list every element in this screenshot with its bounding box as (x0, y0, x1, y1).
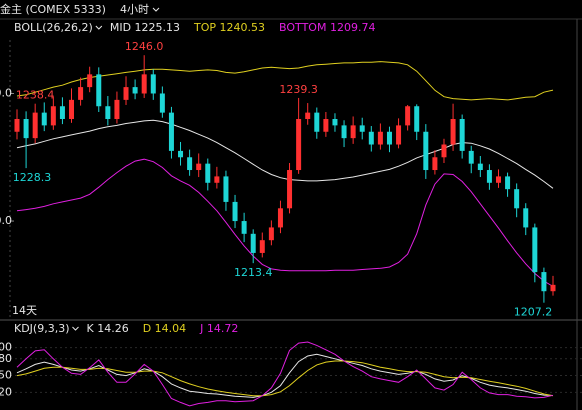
candle-body (305, 112, 311, 120)
y-tick-label: 100 (0, 341, 12, 354)
candle-body (323, 119, 329, 132)
y-tick-label: 1240.0 (0, 86, 12, 99)
legend-entry: BOTTOM 1209.74 (279, 21, 375, 34)
candle-body (368, 131, 374, 145)
candle-body (514, 189, 520, 209)
candle-body (96, 74, 102, 107)
candle-body (69, 99, 75, 120)
candle-body (441, 144, 447, 158)
y-tick-label: 20 (0, 385, 12, 398)
candle-body (505, 176, 511, 190)
instrument-title: 金主 (COMEX 5333) (0, 2, 106, 16)
candle-body (241, 221, 247, 234)
high-label: 1238.4 (16, 89, 55, 102)
kdj-line (16, 341, 554, 407)
candle-body (123, 87, 129, 100)
candle-body (332, 119, 338, 126)
candle-body (414, 106, 420, 132)
candle-body (50, 106, 56, 126)
candle-body (314, 112, 320, 132)
candle-body (187, 157, 193, 171)
legend-entry: J 14.72 (199, 322, 238, 335)
candle-body (41, 112, 47, 126)
legend-entry: D 14.04 (143, 322, 186, 335)
dropdown-caret (95, 25, 103, 30)
candle-body (486, 170, 492, 183)
candle-body (59, 106, 65, 120)
indicator-name[interactable]: BOLL(26,26,2) (14, 21, 93, 34)
low-label: 1213.4 (234, 266, 273, 279)
candle-body (232, 201, 238, 222)
candle-body (459, 119, 465, 151)
y-tick-label: 50 (0, 369, 12, 382)
candle-body (341, 125, 347, 139)
candle-body (178, 150, 184, 158)
candle-body (196, 163, 202, 171)
candle-body (450, 119, 456, 145)
high-label: 1239.3 (279, 83, 318, 96)
candle-body (468, 150, 474, 164)
high-label: 1246.0 (125, 40, 164, 53)
candle-body (277, 208, 283, 228)
candle-body (477, 163, 483, 171)
candle-body (78, 87, 84, 100)
candle-body (386, 131, 392, 145)
candle-body (268, 227, 274, 241)
dropdown-caret (72, 326, 79, 331)
legend-entry: MID 1225.13 (110, 21, 180, 34)
candle-body (377, 131, 383, 145)
y-tick-label: 80 (0, 352, 12, 365)
dropdown-caret (152, 7, 160, 12)
candle-body (259, 240, 265, 253)
candle-body (250, 233, 256, 253)
candle-body (14, 119, 20, 132)
candle-body (23, 119, 29, 139)
candle-body (432, 157, 438, 171)
candle-body (532, 227, 538, 273)
candle-body (495, 176, 501, 183)
kdj-line (16, 353, 554, 398)
candle-body (405, 106, 411, 126)
period-count: 14天 (12, 304, 37, 317)
low-label: 1228.3 (13, 171, 52, 184)
candle-body (214, 176, 220, 183)
candle-body (141, 74, 147, 94)
candle-body (359, 125, 365, 132)
candle-body (396, 125, 402, 145)
boll-line (16, 61, 554, 101)
candle-body (287, 170, 293, 209)
candle-body (168, 112, 174, 151)
low-label: 1207.2 (514, 306, 553, 319)
candle-body (205, 163, 211, 183)
candle-body (550, 284, 556, 292)
candle-body (114, 99, 120, 120)
period-selector[interactable]: 4小时 (120, 3, 149, 16)
indicator-name[interactable]: KDJ(9,3,3) (14, 322, 70, 335)
candle-body (523, 208, 529, 228)
legend-entry: TOP 1240.53 (193, 21, 265, 34)
candle-body (350, 125, 356, 139)
candle-body (132, 87, 138, 94)
candle-body (32, 112, 38, 139)
candle-body (87, 74, 93, 88)
candle-body (150, 74, 156, 94)
legend-entry: K 14.26 (87, 322, 129, 335)
candle-body (296, 119, 302, 171)
candle-body (423, 131, 429, 171)
y-tick-label: 1220.0 (0, 214, 12, 227)
candle-body (541, 272, 547, 292)
candle-body (105, 106, 111, 120)
candle-body (223, 176, 229, 202)
candle-body (159, 93, 165, 113)
kdj-line (16, 360, 554, 397)
boll-line (16, 158, 554, 287)
